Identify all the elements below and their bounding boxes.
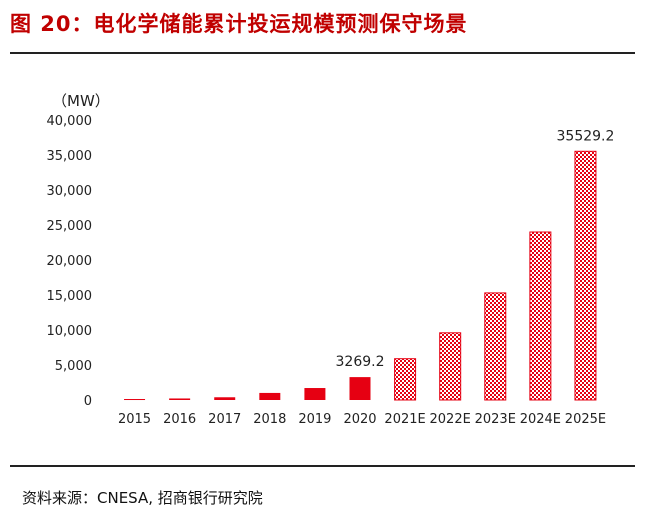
bar <box>259 392 281 400</box>
y-tick-label: 30,000 <box>47 184 93 199</box>
x-tick-label: 2019 <box>298 412 331 427</box>
data-label: 35529.2 <box>557 128 615 144</box>
y-tick-label: 20,000 <box>47 254 93 269</box>
forecast-bar <box>484 292 507 401</box>
y-tick-label: 25,000 <box>47 219 93 234</box>
forecast-bar <box>439 332 462 401</box>
bottom-rule <box>10 465 635 467</box>
top-rule <box>10 52 635 54</box>
x-tick-label: 2021E <box>384 412 425 427</box>
bar <box>304 388 326 400</box>
bar <box>124 399 146 401</box>
forecast-bar <box>394 358 417 401</box>
forecast-bar <box>574 150 597 401</box>
y-axis-unit-label: （MW） <box>52 92 110 110</box>
forecast-bar <box>529 231 552 401</box>
x-tick-label: 2024E <box>520 412 561 427</box>
y-tick-label: 10,000 <box>47 324 93 339</box>
x-tick-label: 2023E <box>475 412 516 427</box>
bar <box>169 398 191 400</box>
x-tick-label: 2015 <box>118 412 151 427</box>
data-label: 3269.2 <box>336 354 385 370</box>
x-tick-label: 2025E <box>565 412 606 427</box>
bar <box>214 397 236 400</box>
x-tick-label: 2016 <box>163 412 196 427</box>
y-tick-label: 40,000 <box>47 114 93 129</box>
bar-chart: （MW） 0 5,000 10,000 15,000 20,000 25,000 30,00… <box>47 92 615 427</box>
y-tick-label: 35,000 <box>47 149 93 164</box>
x-tick-label: 2018 <box>253 412 286 427</box>
x-tick-label: 2020 <box>343 412 376 427</box>
source-note: 资料来源：CNESA, 招商银行研究院 <box>22 489 263 507</box>
y-tick-label: 0 <box>84 394 92 409</box>
y-tick-label: 15,000 <box>47 289 93 304</box>
x-tick-label: 2022E <box>430 412 471 427</box>
y-tick-label: 5,000 <box>55 359 92 374</box>
x-tick-label: 2017 <box>208 412 241 427</box>
bar <box>349 377 371 400</box>
figure-title: 图 20：电化学储能累计投运规模预测保守场景 <box>10 12 468 36</box>
